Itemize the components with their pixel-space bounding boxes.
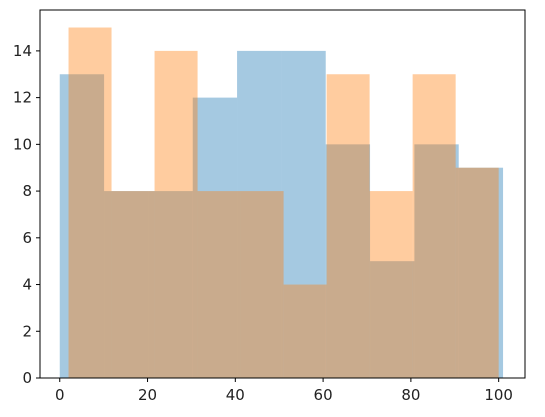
histogram-bar-series-1-bin-7 xyxy=(325,144,371,378)
histogram-bar-series-1-bin-1 xyxy=(59,74,105,378)
histogram-bar-series-1-bin-4 xyxy=(192,97,238,379)
histogram-bar-series-2-bin-1 xyxy=(68,27,112,379)
histogram-bars xyxy=(59,27,504,379)
y-tick-label: 0 xyxy=(22,369,32,387)
histogram-bar-series-1-bin-3 xyxy=(148,191,193,378)
histogram-bar-series-2-bin-9 xyxy=(412,74,456,378)
y-tick-label: 4 xyxy=(22,276,32,294)
histogram-bar-series-2-bin-3 xyxy=(154,50,198,378)
histogram-bar-series-1-bin-6 xyxy=(281,50,326,378)
histogram-bar-series-2-bin-8 xyxy=(369,191,413,378)
histogram-bar-series-2-bin-6 xyxy=(283,284,327,378)
x-tick-label: 60 xyxy=(314,386,333,404)
histogram-bar-series-1-bin-5 xyxy=(237,50,282,378)
x-tick-label: 80 xyxy=(401,386,420,404)
x-tick-label: 20 xyxy=(138,386,157,404)
y-tick-label: 14 xyxy=(13,42,32,60)
y-tick-label: 2 xyxy=(22,322,32,340)
x-tick-label: 0 xyxy=(55,386,65,404)
plot-frame xyxy=(39,9,526,379)
histogram-bar-series-1-bin-2 xyxy=(104,191,149,378)
y-tick-label: 8 xyxy=(22,182,32,200)
histogram-bar-series-1-bin-9 xyxy=(414,144,459,378)
y-tick-label: 6 xyxy=(22,229,32,247)
histogram-bar-series-2-bin-4 xyxy=(197,191,241,378)
histogram-bar-series-2-bin-2 xyxy=(111,191,155,378)
histogram-bar-series-1-bin-10 xyxy=(458,167,504,378)
histogram-bar-series-2-bin-5 xyxy=(240,191,284,378)
y-tick-label: 10 xyxy=(13,135,32,153)
y-tick-label: 12 xyxy=(13,89,32,107)
axes: 0 20 40 60 80 100 0 2 4 6 8 10 12 14 xyxy=(13,9,526,404)
histogram-bar-series-2-bin-7 xyxy=(326,74,370,378)
x-tick-label: 100 xyxy=(484,386,513,404)
x-tick-label: 40 xyxy=(226,386,245,404)
histogram-bar-series-1-bin-8 xyxy=(370,261,415,378)
histogram-bar-series-2-bin-10 xyxy=(455,167,499,378)
